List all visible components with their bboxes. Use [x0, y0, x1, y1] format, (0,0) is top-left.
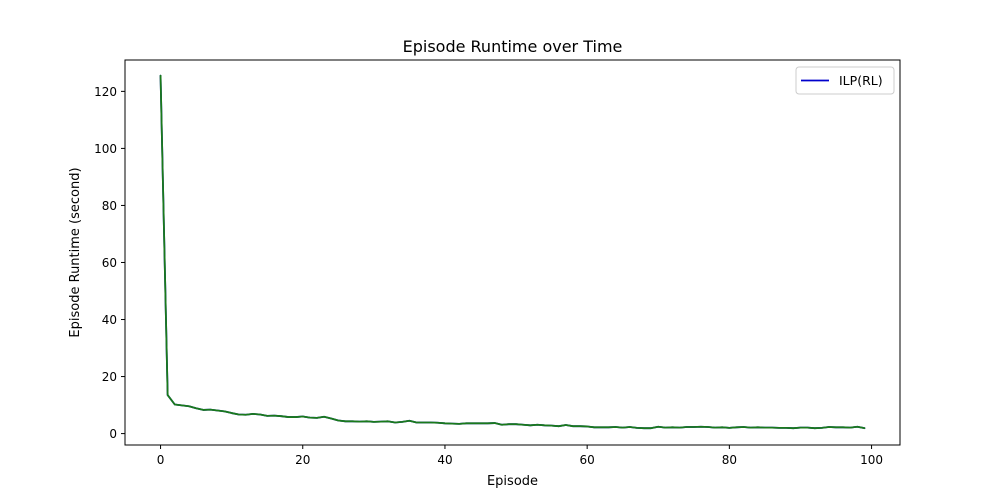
- legend: ILP(RL): [795, 66, 895, 95]
- x-tick-label: 20: [295, 453, 310, 467]
- x-axis-label: Episode: [487, 474, 538, 489]
- y-axis-label: Episode Runtime (second): [68, 167, 83, 337]
- y-axis-ticks: 0 20 40 60 80 100 120: [94, 85, 125, 441]
- legend-box: [795, 66, 895, 95]
- x-tick-label: 80: [722, 453, 737, 467]
- y-tick-label: 60: [102, 256, 117, 270]
- y-tick-label: 100: [94, 142, 117, 156]
- plot-frame: [124, 59, 901, 446]
- series-line-2: [159, 74, 866, 430]
- y-tick-label: 0: [109, 427, 117, 441]
- x-tick-label: 0: [157, 453, 165, 467]
- x-tick-label: 60: [580, 453, 595, 467]
- chart-title: Episode Runtime over Time: [403, 37, 623, 56]
- x-tick-label: 40: [437, 453, 452, 467]
- x-axis-ticks: 0 20 40 60 80 100: [157, 445, 883, 467]
- y-tick-label: 40: [102, 313, 117, 327]
- y-tick-label: 80: [102, 199, 117, 213]
- y-tick-label: 120: [94, 85, 117, 99]
- series-layer: [159, 74, 866, 430]
- x-tick-label: 100: [860, 453, 883, 467]
- y-tick-label: 20: [102, 370, 117, 384]
- legend-label-ilp-rl: ILP(RL): [839, 73, 883, 88]
